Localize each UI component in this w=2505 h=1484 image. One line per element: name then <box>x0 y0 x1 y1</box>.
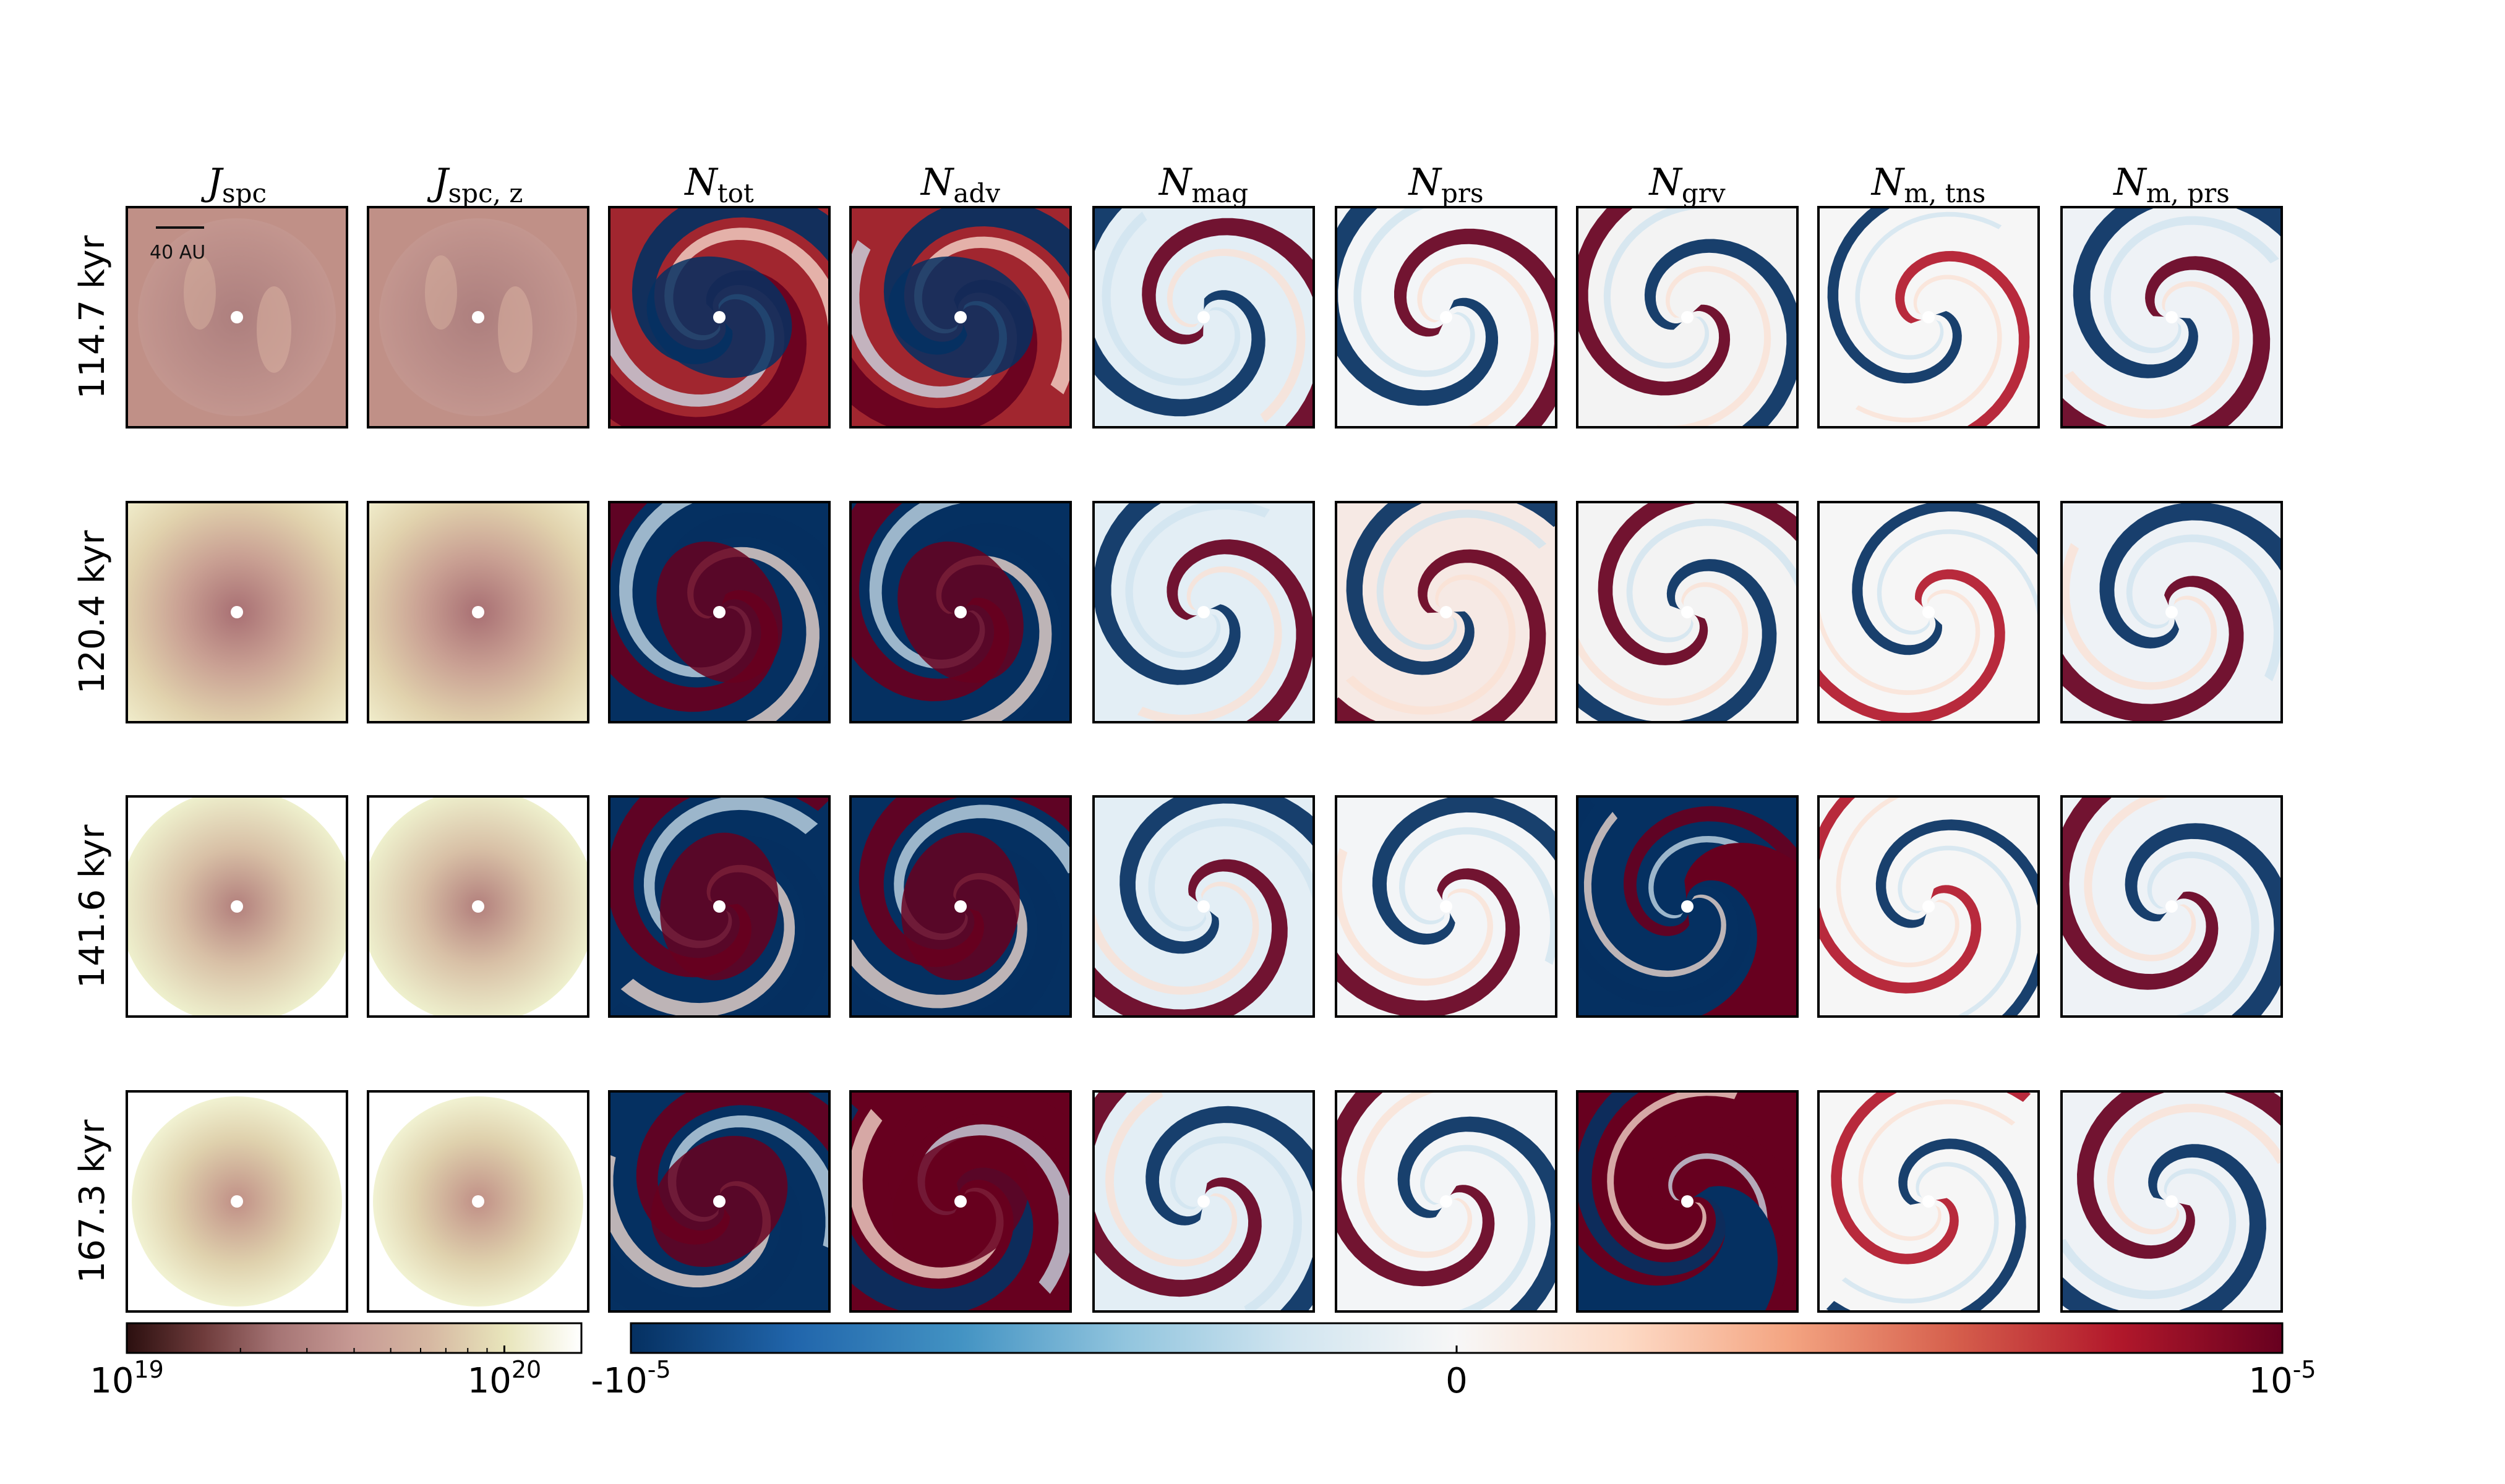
panel-N_m_prs-row-1 <box>2060 501 2283 723</box>
sink-particle <box>1922 1195 1935 1208</box>
colorbars: 1019 1020 -10-5 0 10-5 <box>90 1322 2316 1401</box>
colorbar-J-tick-1: 1020 <box>468 1356 542 1401</box>
panel-N_mag-row-2 <box>1092 795 1315 1018</box>
panel-N_m_prs-row-2 <box>2060 795 2283 1018</box>
panel-N_prs-row-2 <box>1335 795 1557 1018</box>
sink-particle <box>472 1195 484 1208</box>
panel-N_grv-row-3 <box>1576 1090 1799 1313</box>
sink-particle <box>713 606 726 618</box>
panel-N_tot-row-1 <box>608 501 831 723</box>
sink-particle <box>713 311 726 323</box>
column-title-N_tot: Ntot <box>683 161 754 208</box>
panel-N_m_prs-row-0 <box>2060 206 2283 429</box>
colorbar-J: 1019 1020 <box>90 1322 583 1401</box>
column-title-N_adv: Nadv <box>920 161 1000 208</box>
panel-J_spc_z-row-0 <box>367 206 589 429</box>
sink-particle <box>2165 900 2178 913</box>
sink-particle <box>1440 606 1452 618</box>
colorbar-N: -10-5 0 10-5 <box>591 1322 2316 1401</box>
panel-N_grv-row-1 <box>1576 501 1799 723</box>
panel-J_spc-row-2 <box>126 795 348 1018</box>
panel-J_spc-row-0 <box>126 206 348 429</box>
panel-N_m_tns-row-0 <box>1817 206 2040 429</box>
sink-particle <box>1197 900 1210 913</box>
panel-N_m_tns-row-3 <box>1817 1090 2040 1313</box>
colorbar-N-tick-2: 10-5 <box>2248 1356 2316 1401</box>
column-title-N_m_tns: Nm, tns <box>1870 161 1986 208</box>
panel-N_grv-row-0 <box>1576 206 1799 429</box>
sink-particle <box>1681 606 1694 618</box>
sink-particle <box>713 900 726 913</box>
sink-particle <box>1197 1195 1210 1208</box>
sink-particle <box>1922 900 1935 913</box>
colorbar-J-tick-0: 1019 <box>90 1356 164 1401</box>
panel-N_m_prs-row-3 <box>2060 1090 2283 1313</box>
sink-particle <box>231 606 243 618</box>
sink-particle <box>1440 1195 1452 1208</box>
sink-particle <box>954 606 967 618</box>
sink-particle <box>2165 311 2178 323</box>
panel-N_mag-row-0 <box>1092 206 1315 429</box>
column-title-N_grv: Ngrv <box>1648 161 1725 208</box>
panel-N_mag-row-3 <box>1092 1090 1315 1313</box>
panel-N_prs-row-0 <box>1335 206 1557 429</box>
column-title-N_mag: Nmag <box>1158 161 1248 208</box>
panel-N_m_tns-row-2 <box>1817 795 2040 1018</box>
panel-J_spc_z-row-3 <box>367 1090 589 1313</box>
panel-N_adv-row-0 <box>849 206 1072 429</box>
panel-N_grv-row-2 <box>1576 795 1799 1018</box>
panel-J_spc-row-1 <box>126 501 348 723</box>
sink-particle <box>1922 311 1935 323</box>
panel-J_spc-row-3 <box>126 1090 348 1313</box>
sink-particle <box>472 900 484 913</box>
sink-particle <box>1440 311 1452 323</box>
panel-J_spc_z-row-2 <box>367 795 589 1018</box>
panel-grid: 40 AU <box>126 206 2283 1313</box>
sink-particle <box>1197 311 1210 323</box>
sink-particle <box>1922 606 1935 618</box>
sink-particle <box>2165 1195 2178 1208</box>
panel-N_tot-row-3 <box>608 1090 831 1313</box>
row-labels: 114.7 kyr 120.4 kyr 141.6 kyr 167.3 kyr <box>72 235 113 1284</box>
colorbar-N-tick-0: -10-5 <box>591 1356 670 1401</box>
panel-N_adv-row-2 <box>849 795 1072 1018</box>
sink-particle <box>954 1195 967 1208</box>
sink-particle <box>954 900 967 913</box>
column-title-J_spc_z: Jspc, z <box>427 161 523 208</box>
panel-N_tot-row-2 <box>608 795 831 1018</box>
sink-particle <box>713 1195 726 1208</box>
row-label-3: 167.3 kyr <box>72 1119 113 1284</box>
sink-particle <box>954 311 967 323</box>
sink-particle <box>1681 1195 1694 1208</box>
panel-J_spc_z-row-1 <box>367 501 589 723</box>
column-titles: Jspc Jspc, z Ntot Nadv Nmag Nprs Ngrv Nm, tns Nm… <box>200 161 2230 208</box>
column-title-J_spc: Jspc <box>200 161 267 208</box>
column-title-N_prs: Nprs <box>1407 161 1483 208</box>
sink-particle <box>1681 311 1694 323</box>
sink-particle <box>472 606 484 618</box>
sink-particle <box>1197 606 1210 618</box>
sink-particle <box>472 311 484 323</box>
row-label-0: 114.7 kyr <box>72 235 113 399</box>
sink-particle <box>231 311 243 323</box>
scale-bar: 40 AU <box>150 226 205 263</box>
sink-particle <box>231 900 243 913</box>
sink-particle <box>2165 606 2178 618</box>
row-label-2: 141.6 kyr <box>72 824 113 989</box>
panel-N_prs-row-3 <box>1335 1090 1557 1313</box>
panel-N_tot-row-0 <box>608 206 831 429</box>
panel-N_adv-row-1 <box>849 501 1072 723</box>
column-title-N_m_prs: Nm, prs <box>2112 161 2230 208</box>
scale-bar-label: 40 AU <box>150 242 205 263</box>
sink-particle <box>231 1195 243 1208</box>
sink-particle <box>1440 900 1452 913</box>
panel-N_mag-row-1 <box>1092 501 1315 723</box>
panel-N_m_tns-row-1 <box>1817 501 2040 723</box>
sink-particle <box>1681 900 1694 913</box>
panel-N_prs-row-1 <box>1335 501 1557 723</box>
panel-N_adv-row-3 <box>849 1090 1072 1313</box>
colorbar-N-tick-1: 0 <box>1445 1361 1468 1401</box>
row-label-1: 120.4 kyr <box>72 530 113 694</box>
